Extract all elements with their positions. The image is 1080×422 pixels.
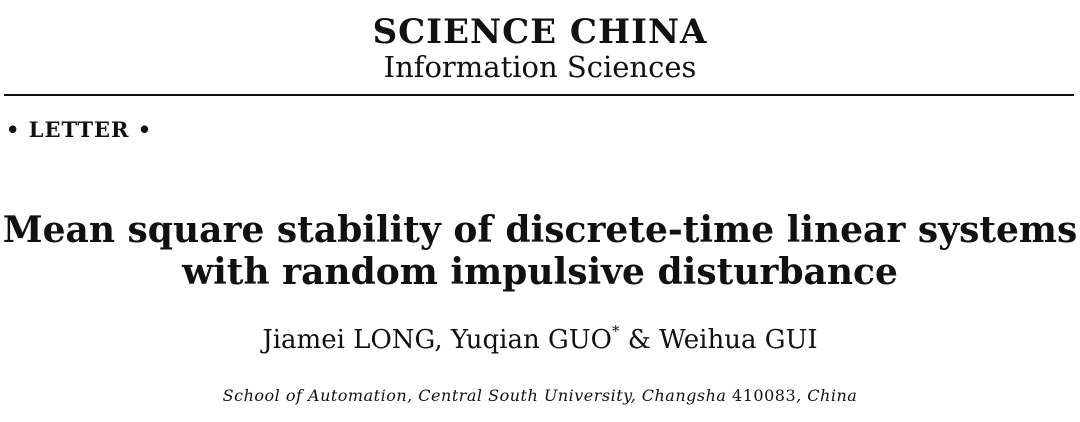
header-rule: [4, 94, 1074, 96]
article-type-label: • LETTER •: [6, 117, 153, 142]
article-title: Mean square stability of discrete-time l…: [0, 209, 1080, 293]
corresponding-author-mark: *: [612, 322, 620, 340]
authors-text-main: Jiamei LONG, Yuqian GUO: [262, 325, 612, 355]
authors-text-rest: & Weihua GUI: [619, 325, 818, 355]
article-title-line-1: Mean square stability of discrete-time l…: [2, 209, 1078, 251]
article-title-line-2: with random impulsive disturbance: [182, 251, 898, 293]
journal-title: SCIENCE CHINA: [372, 12, 708, 52]
journal-subtitle: Information Sciences: [383, 50, 697, 84]
affiliation-postcode: 410083: [732, 386, 797, 405]
author-list: Jiamei LONG, Yuqian GUO* & Weihua GUI: [0, 322, 1080, 355]
affiliation-country: China: [807, 386, 858, 405]
affiliation-institution: School of Automation, Central South Univ…: [222, 386, 727, 405]
affiliation: School of Automation, Central South Univ…: [222, 386, 858, 405]
